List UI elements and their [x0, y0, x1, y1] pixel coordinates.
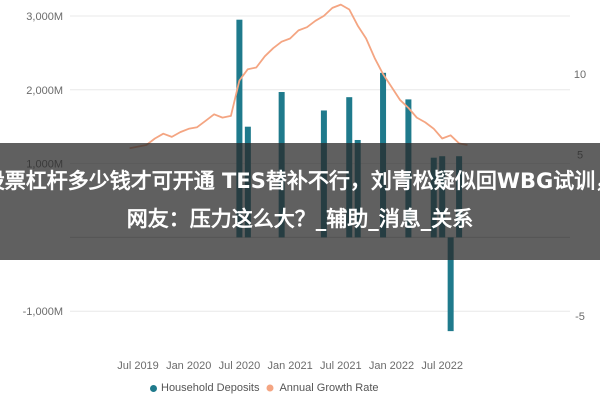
- x-axis-ticks: Jul 2019 Jan 2020 Jul 2020 Jan 2021 Jul 2021…: [117, 360, 463, 372]
- x-tick-label: Jul 2021: [320, 360, 362, 372]
- growth-rate-line: [129, 3, 468, 150]
- y-right-tick-label: 10: [574, 69, 586, 81]
- y-right-tick-label: -5: [575, 311, 585, 323]
- legend-item-annual-growth-rate: Annual Growth Rate: [265, 382, 379, 394]
- x-tick-label: Jul 2020: [219, 360, 261, 372]
- legend-marker-household-deposits: [150, 384, 157, 392]
- x-tick-label: Jul 2019: [117, 360, 159, 372]
- banner-text: 股票杠杆多少钱才可开通 TES替补不行，刘青松疑似回WBG试训，网友：压力这么大…: [0, 169, 600, 231]
- x-tick-label: Jan 2020: [166, 360, 211, 372]
- legend-item-household-deposits: Household Deposits: [150, 382, 259, 394]
- bar: [447, 237, 454, 332]
- legend-label-annual-growth-rate: Annual Growth Rate: [279, 382, 379, 394]
- x-tick-label: Jan 2022: [369, 360, 414, 372]
- legend-marker-annual-growth-rate: [266, 384, 274, 392]
- y-left-tick-label: -1,000M: [23, 306, 63, 318]
- bar: [236, 19, 243, 238]
- y-left-tick-label: 3,000M: [26, 11, 63, 23]
- legend: Household Deposits Annual Growth Rate: [150, 379, 385, 397]
- title-banner: 股票杠杆多少钱才可开通 TES替补不行，刘青松疑似回WBG试训，网友：压力这么大…: [0, 143, 600, 260]
- x-tick-label: Jul 2022: [421, 360, 463, 372]
- legend-label-household-deposits: Household Deposits: [161, 382, 260, 394]
- x-tick-label: Jan 2021: [267, 360, 312, 372]
- line-series-annual-growth-rate: [129, 3, 468, 150]
- y-left-tick-label: 2,000M: [26, 85, 63, 97]
